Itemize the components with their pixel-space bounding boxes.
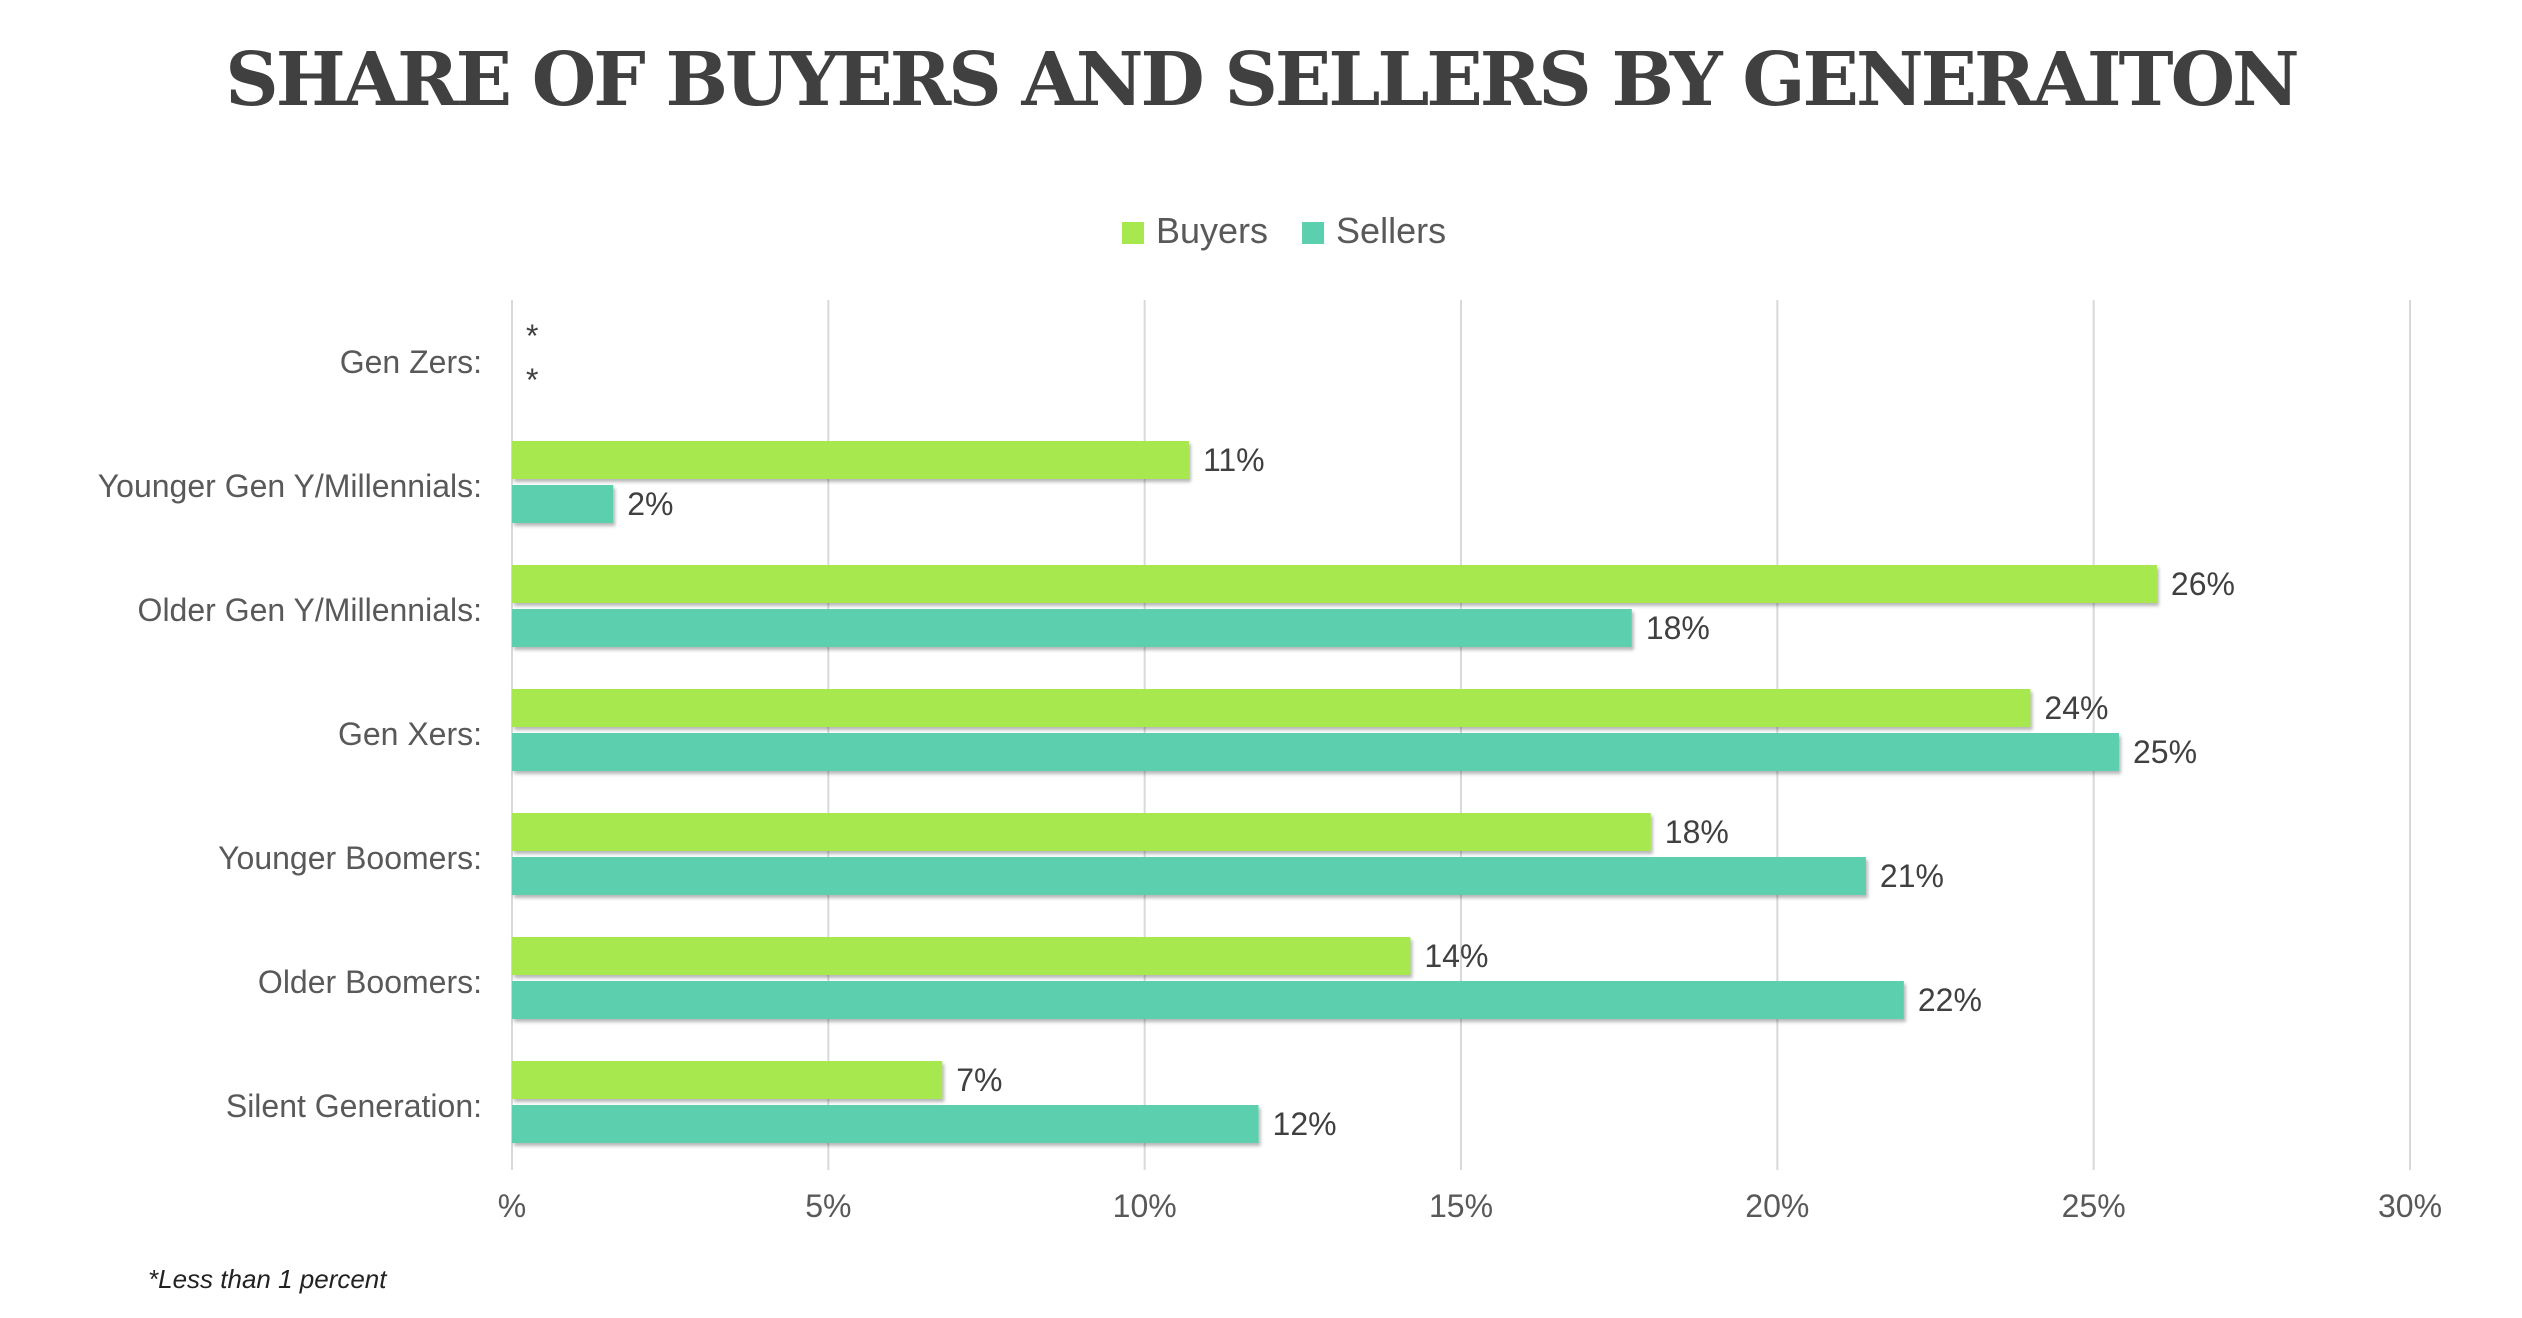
x-tick-label: % <box>498 1188 526 1224</box>
data-label: * <box>526 362 538 398</box>
data-label: 12% <box>1273 1106 1337 1142</box>
footnote: *Less than 1 percent <box>148 1264 387 1294</box>
bars <box>512 441 2157 1143</box>
bar-sellers <box>512 733 2119 771</box>
bar-sellers <box>512 485 614 523</box>
category-label: Gen Xers: <box>338 716 482 752</box>
data-labels: * * 11% 2% 26% 18% 24% 25% 18% 21% 14% 22% 7% 12% <box>526 318 2235 1142</box>
bar-buyers <box>512 813 1651 851</box>
data-label: 24% <box>2044 690 2108 726</box>
chart-title: SHARE OF BUYERS AND SELLERS BY GENERAITO… <box>225 37 2299 123</box>
bar-sellers <box>512 609 1632 647</box>
x-tick-label: 5% <box>805 1188 851 1224</box>
category-label: Silent Generation: <box>226 1088 482 1124</box>
bar-sellers <box>512 857 1866 895</box>
bar-sellers <box>512 981 1904 1019</box>
legend-label: Sellers <box>1336 210 1446 251</box>
y-axis: Gen Zers: Younger Gen Y/Millennials: Older… <box>98 344 482 1124</box>
bar-sellers <box>512 1105 1259 1143</box>
category-label: Younger Gen Y/Millennials: <box>98 468 482 504</box>
bar-buyers <box>512 441 1189 479</box>
data-label: 22% <box>1918 982 1982 1018</box>
data-label: * <box>526 318 538 354</box>
legend-swatch <box>1302 222 1325 244</box>
legend-swatch <box>1122 222 1144 244</box>
data-label: 2% <box>627 486 673 522</box>
data-label: 26% <box>2171 566 2235 602</box>
data-label: 25% <box>2133 734 2197 770</box>
legend-label: Buyers <box>1156 210 1268 251</box>
legend: Buyers Sellers <box>1122 210 1446 251</box>
category-label: Older Boomers: <box>258 964 482 1000</box>
bar-buyers <box>512 937 1411 975</box>
category-label: Gen Zers: <box>340 344 482 380</box>
data-label: 21% <box>1880 858 1944 894</box>
x-tick-label: 20% <box>1745 1188 1809 1224</box>
x-tick-label: 25% <box>2062 1188 2126 1224</box>
bar-buyers <box>512 689 2031 727</box>
data-label: 18% <box>1665 814 1729 850</box>
x-tick-label: 15% <box>1429 1188 1493 1224</box>
x-axis: % 5% 10% 15% 20% 25% 30% <box>498 1188 2442 1224</box>
bar-buyers <box>512 1061 943 1099</box>
data-label: 11% <box>1203 442 1265 478</box>
data-label: 7% <box>956 1062 1002 1098</box>
category-label: Younger Boomers: <box>218 840 482 876</box>
data-label: 14% <box>1424 938 1488 974</box>
bar-buyers <box>512 565 2157 603</box>
data-label: 18% <box>1646 610 1710 646</box>
category-label: Older Gen Y/Millennials: <box>138 592 482 628</box>
x-tick-label: 10% <box>1113 1188 1177 1224</box>
x-tick-label: 30% <box>2378 1188 2442 1224</box>
